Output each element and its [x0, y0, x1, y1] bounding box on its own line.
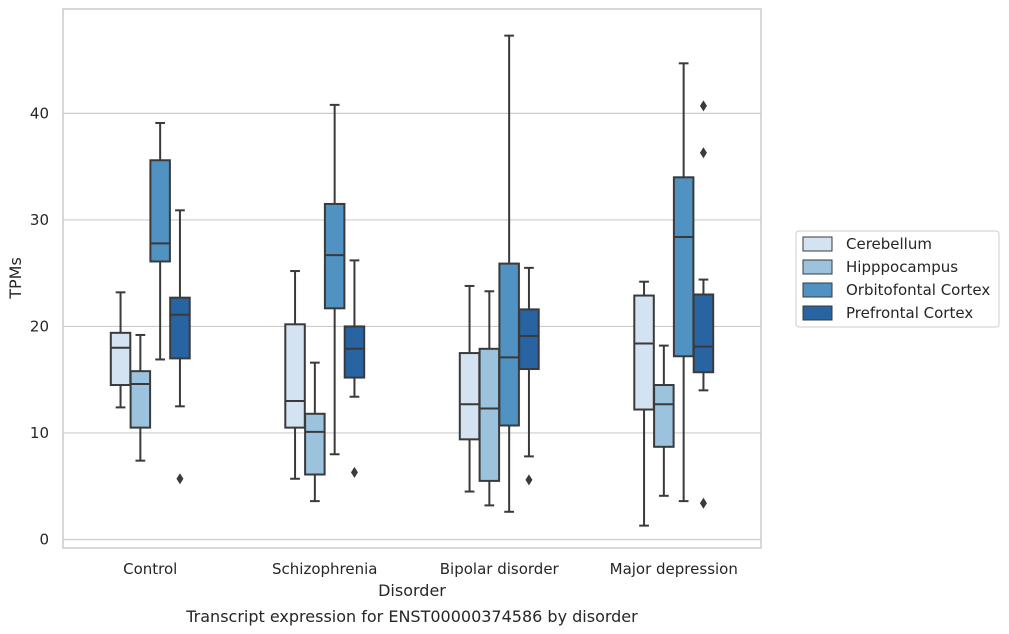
- box-iqr: [692, 293, 715, 374]
- y-tick-label: 30: [30, 211, 49, 229]
- x-tick-label: Control: [123, 560, 177, 578]
- x-tick-label: Schizophrenia: [272, 560, 377, 578]
- box-cerebellum: [458, 284, 481, 493]
- y-tick-label: 20: [30, 317, 49, 335]
- legend-swatch: [802, 236, 833, 252]
- legend-swatch: [802, 305, 833, 321]
- y-tick-label: 40: [30, 104, 49, 122]
- legend-label: Prefrontal Cortex: [846, 304, 973, 322]
- legend-swatch: [802, 259, 833, 275]
- outlier-point: [699, 147, 707, 159]
- box-groups: [109, 34, 715, 527]
- box-prefrontal-cortex: [169, 209, 191, 485]
- box-orbitofontal-cortex: [149, 121, 171, 361]
- box-iqr: [653, 384, 675, 448]
- box-iqr: [343, 325, 366, 379]
- plot-area-frame: [62, 8, 762, 549]
- box-prefrontal-cortex: [692, 100, 715, 509]
- outlier-point: [525, 474, 533, 486]
- box-iqr: [169, 296, 191, 360]
- legend-label: Cerebellum: [846, 235, 932, 253]
- y-axis-label: TPMs: [6, 257, 25, 300]
- outlier-point: [176, 473, 184, 485]
- box-iqr: [458, 352, 481, 441]
- box-hipppocampus: [478, 290, 501, 507]
- box-prefrontal-cortex: [518, 266, 540, 486]
- outlier-point: [350, 466, 358, 478]
- box-prefrontal-cortex: [343, 259, 366, 478]
- outlier-point: [699, 100, 707, 112]
- y-tick-label: 0: [39, 530, 49, 548]
- legend-label: Orbitofontal Cortex: [846, 281, 990, 299]
- y-tick-label: 10: [30, 424, 49, 442]
- x-axis-ticks: Control Schizophrenia Bipolar disorder Majo…: [123, 560, 738, 578]
- legend-frame: [795, 230, 1000, 328]
- box-iqr: [149, 159, 171, 263]
- box-iqr: [498, 262, 520, 427]
- box-iqr: [323, 202, 346, 310]
- legend-label: Hipppocampus: [846, 258, 958, 276]
- legend: Cerebellum Hipppocampus Orbitofontal Corte…: [795, 230, 1000, 328]
- box-iqr: [633, 294, 655, 411]
- y-axis-ticks: 0 10 20 30 40: [30, 104, 49, 548]
- box-iqr: [518, 308, 540, 371]
- box-hipppocampus: [304, 361, 326, 503]
- x-tick-label: Major depression: [610, 560, 738, 578]
- box-iqr: [304, 412, 326, 476]
- box-iqr: [478, 347, 501, 482]
- box-hipppocampus: [129, 333, 152, 462]
- legend-swatch: [802, 282, 833, 298]
- box-cerebellum: [109, 291, 132, 409]
- outlier-point: [699, 497, 707, 509]
- box-cerebellum: [633, 280, 655, 527]
- x-tick-label: Bipolar disorder: [440, 560, 560, 578]
- box-orbitofontal-cortex: [672, 62, 695, 503]
- box-iqr: [284, 323, 306, 429]
- box-iqr: [672, 176, 695, 358]
- box-cerebellum: [284, 270, 306, 480]
- box-hipppocampus: [653, 344, 675, 497]
- box-iqr: [129, 370, 152, 429]
- chart-caption: Transcript expression for ENST0000037458…: [185, 607, 638, 626]
- box-orbitofontal-cortex: [498, 34, 520, 513]
- box-orbitofontal-cortex: [323, 103, 346, 456]
- x-axis-label: Disorder: [378, 581, 446, 600]
- box-iqr: [109, 331, 132, 387]
